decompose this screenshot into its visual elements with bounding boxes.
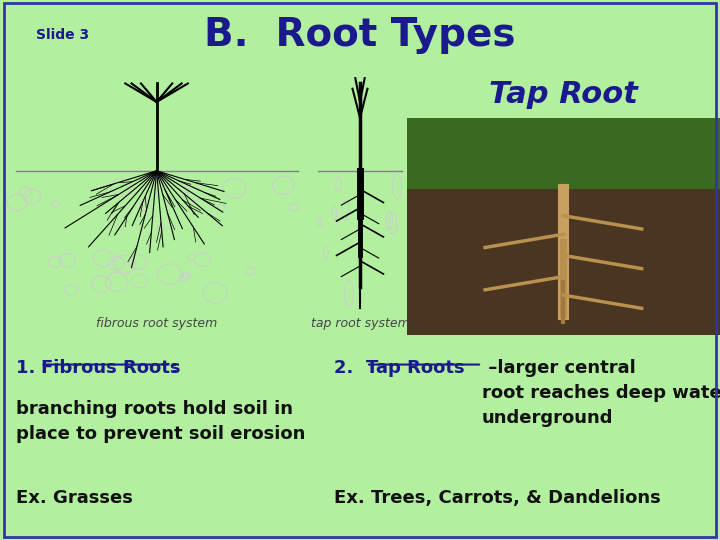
Text: Fibrous Roots: Fibrous Roots xyxy=(41,360,180,377)
Text: 1.: 1. xyxy=(16,360,41,377)
FancyBboxPatch shape xyxy=(407,118,720,189)
Text: 2.: 2. xyxy=(333,360,359,377)
Text: Tap Roots: Tap Roots xyxy=(366,360,464,377)
Text: –larger central
root reaches deep water sources
underground: –larger central root reaches deep water … xyxy=(482,360,720,428)
FancyBboxPatch shape xyxy=(407,70,720,118)
Text: Tap Root: Tap Root xyxy=(489,79,638,109)
Text: tap root system: tap root system xyxy=(310,316,410,329)
Text: :: : xyxy=(171,360,178,377)
Text: fibrous root system: fibrous root system xyxy=(96,316,217,329)
Text: B.  Root Types: B. Root Types xyxy=(204,16,516,54)
Text: Slide 3: Slide 3 xyxy=(36,28,89,42)
Text: Ex. Trees, Carrots, & Dandelions: Ex. Trees, Carrots, & Dandelions xyxy=(333,489,660,507)
Text: branching roots hold soil in
place to prevent soil erosion: branching roots hold soil in place to pr… xyxy=(16,401,305,443)
Text: Ex. Grasses: Ex. Grasses xyxy=(16,489,132,507)
FancyBboxPatch shape xyxy=(407,118,720,335)
